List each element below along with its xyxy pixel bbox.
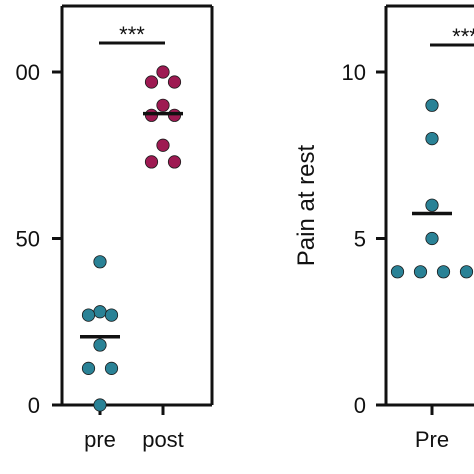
data-point-pre <box>425 198 439 212</box>
data-point-pre <box>81 361 96 375</box>
y-tick-label: 0 <box>354 393 366 418</box>
x-tick-label: post <box>142 427 184 452</box>
data-point-pre <box>413 265 428 279</box>
data-point-post <box>156 98 170 112</box>
data-point-pre <box>425 231 439 246</box>
data-point-pre <box>93 305 107 319</box>
significance-label: *** <box>452 24 474 49</box>
data-point-post <box>144 75 159 89</box>
data-point-pre <box>93 338 107 352</box>
data-point-post <box>156 65 170 79</box>
data-point-pre <box>104 308 119 322</box>
data-point-post <box>156 138 170 152</box>
y-tick-label: 0 <box>28 393 40 418</box>
data-point-pre <box>93 398 107 412</box>
y-tick-label: 50 <box>16 227 40 252</box>
data-point-post <box>144 155 159 169</box>
y-axis-title: Pain at rest <box>293 144 320 266</box>
data-point-pre <box>459 265 474 279</box>
data-point-post <box>167 75 182 89</box>
data-point-pre <box>390 265 405 279</box>
data-point-pre <box>93 255 107 269</box>
x-tick-label: pre <box>84 427 116 452</box>
data-point-pre <box>425 98 439 112</box>
data-point-pre <box>436 265 451 279</box>
x-tick-label: Pre <box>415 427 449 452</box>
data-point-pre <box>104 361 119 375</box>
y-tick-label: 5 <box>354 227 366 252</box>
data-point-pre <box>425 132 439 146</box>
y-tick-label: 10 <box>342 60 366 85</box>
data-point-pre <box>81 308 96 322</box>
data-point-post <box>167 155 182 169</box>
significance-label: *** <box>119 22 145 47</box>
y-tick-label: 00 <box>16 60 40 85</box>
